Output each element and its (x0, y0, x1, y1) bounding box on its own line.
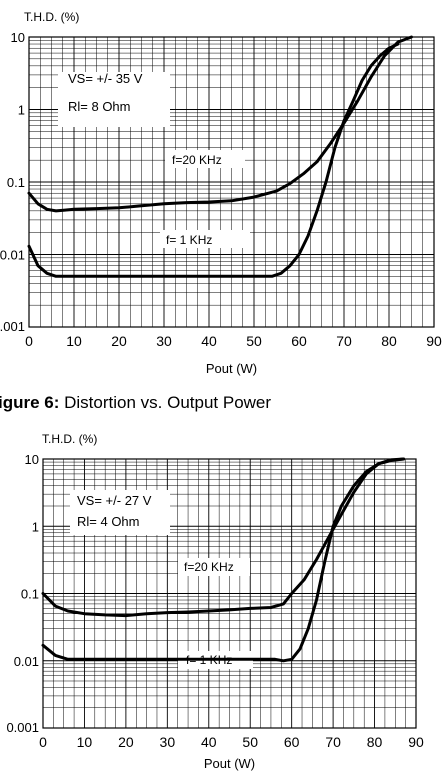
x-tick-label: 80 (381, 333, 397, 349)
x-tick-label: 0 (25, 333, 33, 349)
x-tick-label: 10 (77, 734, 93, 750)
x-tick-label: 50 (242, 734, 258, 750)
plot-frame (28, 36, 435, 328)
x-tick-label: 20 (118, 734, 134, 750)
x-tick-label: 80 (367, 734, 383, 750)
y-tick-label: 10 (25, 452, 39, 467)
label-background (178, 558, 250, 576)
series-line-f20khz (27, 35, 413, 213)
annotation-vs: VS= +/- 27 V (77, 493, 152, 508)
series-line-f1khz (41, 457, 406, 663)
y-tick-label: 0.01 (0, 248, 25, 263)
y-tick-label: 0.001 (6, 720, 39, 735)
x-tick-label: 40 (201, 734, 217, 750)
x-tick-label: 20 (111, 333, 127, 349)
x-tick-label: 30 (160, 734, 176, 750)
y-tick-label: 1 (18, 103, 25, 118)
x-tick-label: 60 (284, 734, 300, 750)
y-tick-label: 1 (32, 519, 39, 534)
y-tick-label: 0.01 (14, 654, 39, 669)
x-tick-label: 30 (156, 333, 172, 349)
annotation-vs: VS= +/- 35 V (68, 71, 143, 86)
x-tick-label: 10 (66, 333, 82, 349)
x-tick-label: 0 (39, 734, 47, 750)
x-tick-label: 60 (291, 333, 307, 349)
figure-caption: igure 6: Distortion vs. Output Power (0, 393, 272, 412)
x-tick-label: 90 (408, 734, 424, 750)
series-line-f1khz (27, 42, 400, 278)
y-axis-label: T.H.D. (%) (24, 10, 79, 24)
series-label-f1khz: f= 1 KHz (186, 653, 232, 667)
y-axis-label: T.H.D. (%) (42, 432, 97, 446)
label-background (58, 72, 170, 127)
y-tick-label: 0.1 (21, 587, 39, 602)
label-background (160, 230, 250, 248)
y-tick-label: 0.1 (7, 175, 25, 190)
y-tick-label: 0.001 (0, 319, 25, 334)
label-background (70, 490, 170, 535)
series-label-f1khz: f= 1 KHz (166, 233, 212, 247)
series-line-f20khz (41, 457, 406, 618)
x-tick-label: 90 (426, 333, 442, 349)
x-tick-label: 70 (325, 734, 341, 750)
x-axis-label: Pout (W) (206, 361, 257, 376)
series-label-f20khz: f=20 KHz (184, 560, 234, 574)
x-axis-label: Pout (W) (204, 756, 255, 771)
annotation-rl: Rl= 8 Ohm (68, 99, 131, 114)
y-tick-label: 10 (11, 30, 25, 45)
x-tick-label: 40 (201, 333, 217, 349)
x-tick-label: 50 (246, 333, 262, 349)
x-tick-label: 70 (336, 333, 352, 349)
label-background (165, 150, 245, 168)
series-label-f20khz: f=20 KHz (172, 153, 222, 167)
annotation-rl: Rl= 4 Ohm (77, 514, 140, 529)
